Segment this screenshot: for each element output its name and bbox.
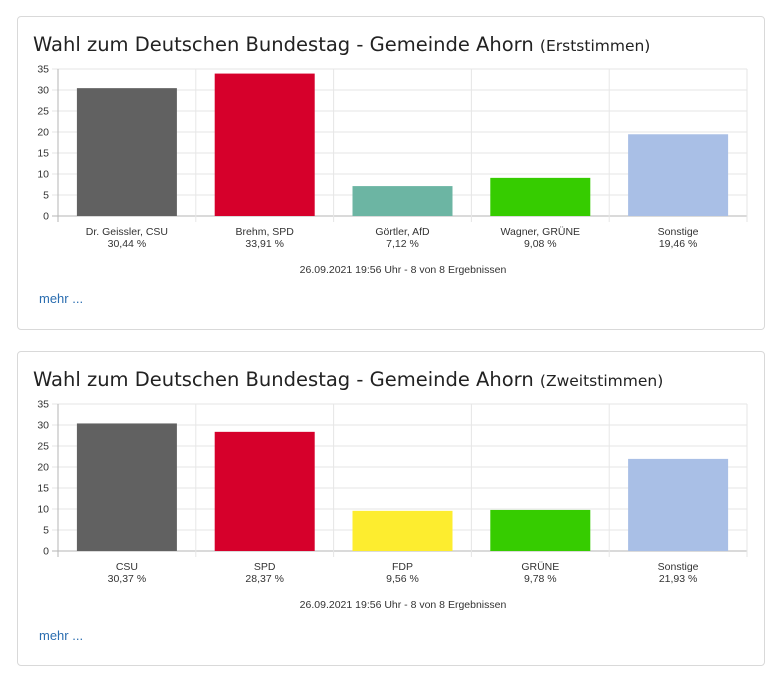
percent-label: 9,56 % xyxy=(386,573,419,585)
category-label: Dr. Geissler, CSU xyxy=(86,226,168,238)
y-tick-label: 25 xyxy=(37,106,49,118)
more-link[interactable]: mehr ... xyxy=(39,291,84,306)
y-tick-label: 0 xyxy=(43,546,49,558)
bar-5 xyxy=(628,458,729,551)
bar-4 xyxy=(490,177,591,216)
category-label: Wagner, GRÜNE xyxy=(501,226,581,238)
y-tick-label: 10 xyxy=(37,169,49,181)
y-tick-label: 5 xyxy=(43,190,49,202)
y-tick-label: 20 xyxy=(37,462,49,474)
category-label: CSU xyxy=(116,561,138,573)
percent-label: 33,91 % xyxy=(245,238,284,250)
y-tick-label: 30 xyxy=(37,420,49,432)
y-tick-label: 25 xyxy=(37,441,49,453)
chart-footer: 26.09.2021 19:56 Uhr - 8 von 8 Ergebniss… xyxy=(300,264,507,276)
y-tick-label: 5 xyxy=(43,525,49,537)
card-title-main: Wahl zum Deutschen Bundestag - Gemeinde … xyxy=(33,33,534,56)
percent-label: 7,12 % xyxy=(386,238,419,250)
category-label: Görtler, AfD xyxy=(375,226,430,238)
card-subtitle: (Erststimmen) xyxy=(539,37,651,55)
card-title: Wahl zum Deutschen Bundestag - Gemeinde … xyxy=(33,33,650,56)
bar-1 xyxy=(76,88,177,216)
chart-footer: 26.09.2021 19:56 Uhr - 8 von 8 Ergebniss… xyxy=(300,599,507,611)
category-label: Sonstige xyxy=(658,226,699,238)
result-card-zweitstimmen: Wahl zum Deutschen Bundestag - Gemeinde … xyxy=(17,351,765,666)
y-tick-label: 15 xyxy=(37,148,49,160)
bar-4 xyxy=(490,509,591,551)
y-tick-label: 15 xyxy=(37,483,49,495)
percent-label: 21,93 % xyxy=(659,573,698,585)
card-title-main: Wahl zum Deutschen Bundestag - Gemeinde … xyxy=(33,368,534,391)
y-tick-label: 35 xyxy=(37,399,49,411)
category-label: Brehm, SPD xyxy=(236,226,295,238)
percent-label: 30,44 % xyxy=(108,238,147,250)
percent-label: 19,46 % xyxy=(659,238,698,250)
category-label: FDP xyxy=(392,561,413,573)
percent-label: 9,78 % xyxy=(524,573,557,585)
percent-label: 9,08 % xyxy=(524,238,557,250)
bar-1 xyxy=(76,423,177,551)
y-tick-label: 35 xyxy=(37,64,49,76)
category-label: SPD xyxy=(254,561,276,573)
category-label: Sonstige xyxy=(658,561,699,573)
card-subtitle: (Zweitstimmen) xyxy=(539,372,664,390)
percent-label: 28,37 % xyxy=(245,573,284,585)
result-card-erststimmen: Wahl zum Deutschen Bundestag - Gemeinde … xyxy=(17,16,765,330)
percent-label: 30,37 % xyxy=(108,573,147,585)
bar-3 xyxy=(352,186,453,216)
bar-2 xyxy=(214,431,315,551)
bar-2 xyxy=(214,73,315,216)
bar-5 xyxy=(628,134,729,216)
y-tick-label: 10 xyxy=(37,504,49,516)
y-tick-label: 20 xyxy=(37,127,49,139)
bar-3 xyxy=(352,510,453,551)
y-tick-label: 30 xyxy=(37,85,49,97)
category-label: GRÜNE xyxy=(521,561,559,573)
more-link[interactable]: mehr ... xyxy=(39,628,84,643)
y-tick-label: 0 xyxy=(43,211,49,223)
card-title: Wahl zum Deutschen Bundestag - Gemeinde … xyxy=(33,368,663,391)
